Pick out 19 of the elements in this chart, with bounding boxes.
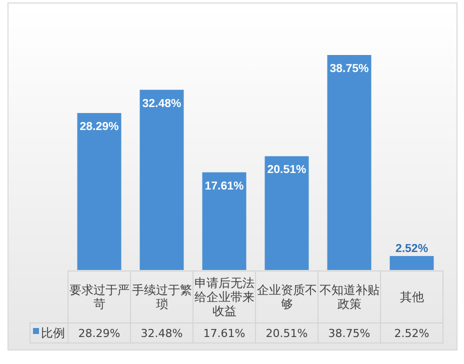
text: 38.75% bbox=[330, 63, 369, 75]
data-label: 32.48% bbox=[140, 327, 183, 340]
text: 17.61% bbox=[204, 180, 244, 192]
x-tick-label: 手续过于繁琐 bbox=[132, 283, 192, 311]
x-tick-label: 申请后无法给企业带来收益 bbox=[194, 276, 254, 318]
x-tick-label: 不知道补贴政策 bbox=[319, 283, 380, 311]
text: 2.52% bbox=[395, 243, 428, 256]
data-label: 20.51% bbox=[266, 327, 308, 340]
x-tick-label: 要求过于严苛 bbox=[69, 283, 130, 311]
data-label: 17.61% bbox=[203, 327, 246, 340]
legend-label: 比例 bbox=[41, 326, 65, 340]
data-label: 38.75% bbox=[328, 327, 370, 340]
x-tick-label: 企业资质不够 bbox=[256, 283, 317, 311]
text: 28.29% bbox=[80, 121, 119, 134]
x-tick-label: 其他 bbox=[400, 290, 424, 304]
data-label: 2.52% bbox=[394, 327, 430, 340]
text: 20.51% bbox=[267, 164, 306, 176]
data-label: 28.29% bbox=[78, 327, 120, 340]
text: 32.48% bbox=[142, 98, 182, 110]
